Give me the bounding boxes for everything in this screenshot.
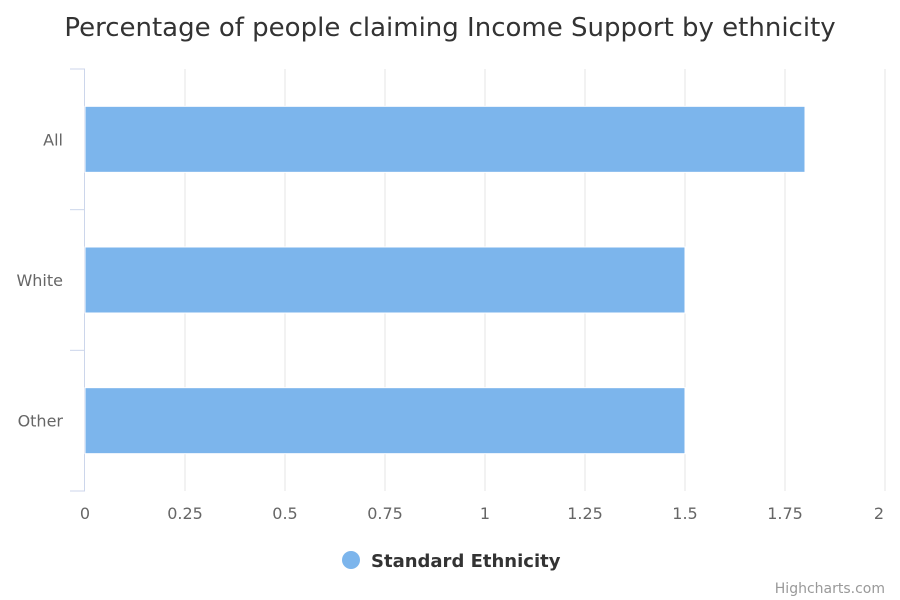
x-tick-label: 0.25 [167, 504, 203, 523]
bar[interactable] [84, 387, 686, 455]
legend-item-label[interactable]: Standard Ethnicity [371, 551, 561, 572]
legend[interactable]: Standard Ethnicity [342, 551, 561, 572]
legend-marker-icon[interactable] [342, 551, 360, 569]
x-tick-label: 1.25 [567, 504, 603, 523]
chart-title: Percentage of people claiming Income Sup… [64, 13, 835, 43]
bars [84, 105, 806, 455]
x-tick-label: 0.75 [367, 504, 403, 523]
x-tick-label: 1.75 [767, 504, 803, 523]
bar[interactable] [84, 105, 806, 173]
x-tick-label: 0 [80, 504, 90, 523]
x-axis-tick-labels: 0 0.25 0.5 0.75 1 1.25 1.5 1.75 2 [80, 504, 884, 523]
x-tick-label: 1.5 [672, 504, 697, 523]
category-label: Other [18, 412, 64, 431]
y-axis [70, 68, 85, 492]
category-labels: All White Other [16, 130, 63, 430]
x-tick-label: 0.5 [272, 504, 297, 523]
category-label: All [43, 130, 63, 149]
x-tick-label: 2 [874, 504, 884, 523]
bar[interactable] [84, 246, 686, 314]
category-label: White [16, 271, 63, 290]
x-tick-label: 1 [480, 504, 490, 523]
credits-link[interactable]: Highcharts.com [775, 581, 885, 597]
